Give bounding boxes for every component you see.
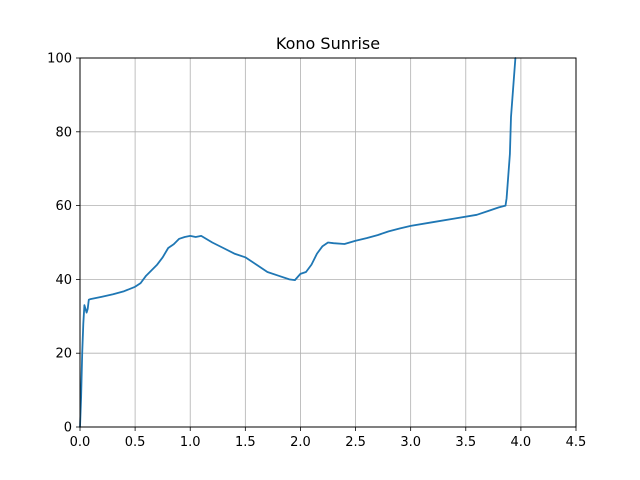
x-tick-label: 0.5 xyxy=(125,435,146,450)
y-tick-label: 100 xyxy=(47,52,72,67)
x-tick-label: 0.0 xyxy=(70,435,91,450)
y-tick-label: 40 xyxy=(55,273,72,288)
x-tick-label: 2.5 xyxy=(345,435,366,450)
series-line xyxy=(79,57,517,428)
x-tick-label: 3.5 xyxy=(455,435,476,450)
ticks: 0.0 0.5 1.0 1.5 2.0 2.5 3.0 3.5 4.0 4.5 0 20 40 60 80 1… xyxy=(47,52,586,451)
y-tick-label: 80 xyxy=(55,125,72,140)
x-tick-label: 1.0 xyxy=(180,435,201,450)
x-tick-label: 4.5 xyxy=(566,435,587,450)
plot-frame xyxy=(79,57,577,428)
x-tick-label: 4.0 xyxy=(511,435,532,450)
x-tick-label: 2.0 xyxy=(290,435,311,450)
x-tick-label: 1.5 xyxy=(235,435,256,450)
chart-title: Kono Sunrise xyxy=(276,34,380,53)
y-tick-label: 20 xyxy=(55,347,72,362)
series-layer xyxy=(79,57,517,428)
y-tick-label: 60 xyxy=(55,199,72,214)
y-tick-label: 0 xyxy=(64,421,72,436)
x-tick-label: 3.0 xyxy=(400,435,421,450)
